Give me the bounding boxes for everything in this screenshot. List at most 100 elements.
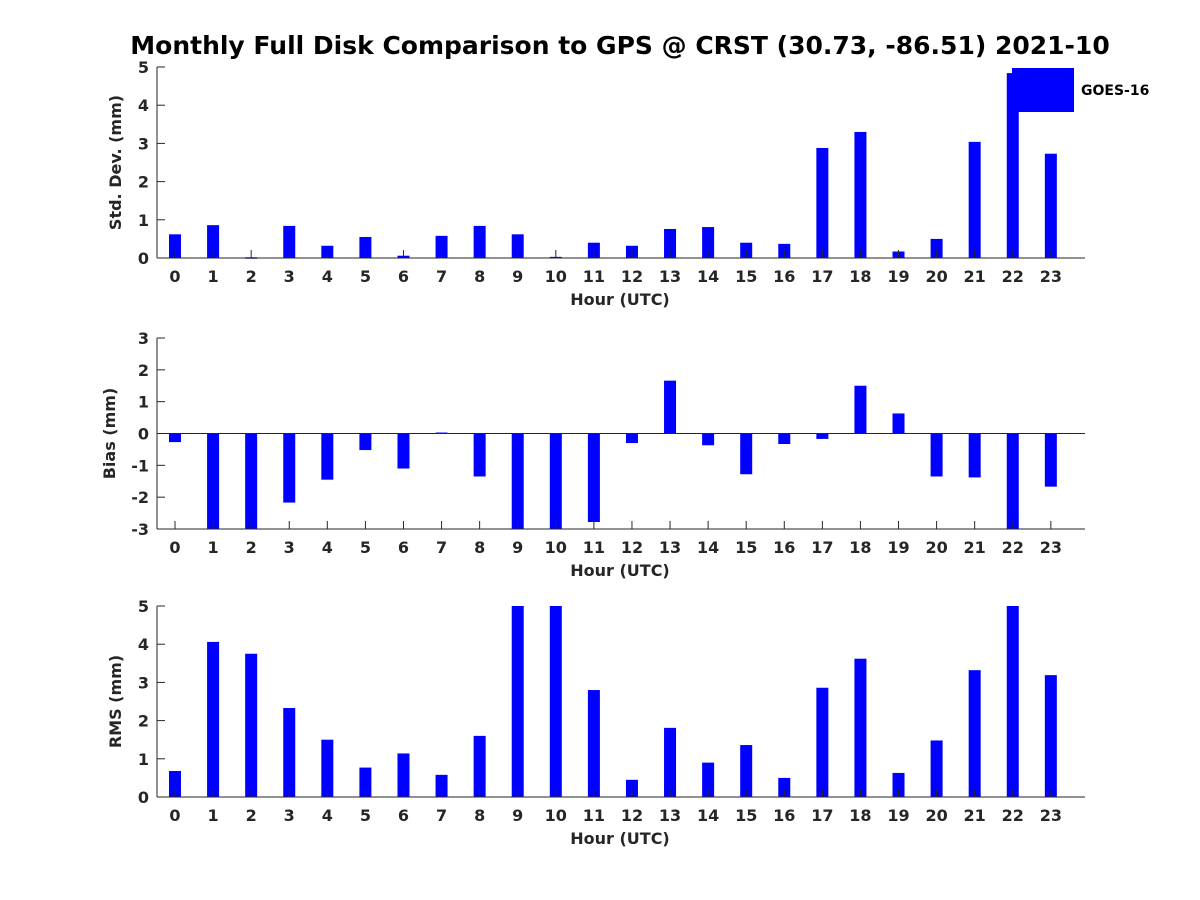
- y-tick-label: 3: [138, 673, 149, 692]
- x-tick-label: 22: [1002, 806, 1024, 825]
- x-tick-label: 0: [169, 538, 180, 557]
- bar-hour-16: [778, 433, 791, 445]
- x-tick-label: 21: [964, 806, 986, 825]
- bar-hour-2: [245, 433, 258, 529]
- x-tick-label: 3: [284, 806, 295, 825]
- x-tick-label: 10: [545, 267, 567, 286]
- x-tick-label: 18: [849, 538, 871, 557]
- y-tick-label: 0: [138, 249, 149, 268]
- x-tick-label: 9: [512, 806, 523, 825]
- bar-hour-14: [702, 762, 715, 797]
- bar-hour-10: [549, 606, 562, 797]
- x-tick-label: 8: [474, 538, 485, 557]
- x-tick-label: 10: [545, 538, 567, 557]
- y-tick-label: 1: [138, 750, 149, 769]
- x-tick-label: 20: [925, 806, 947, 825]
- x-tick-label: 23: [1040, 267, 1062, 286]
- y-tick-label: 2: [138, 361, 149, 380]
- bar-hour-23: [1044, 153, 1057, 258]
- x-tick-label: 7: [436, 538, 447, 557]
- y-tick-label: 3: [138, 134, 149, 153]
- bar-hour-10: [549, 433, 562, 529]
- x-tick-label: 23: [1040, 806, 1062, 825]
- x-tick-label: 22: [1002, 538, 1024, 557]
- y-tick-label: 4: [138, 96, 149, 115]
- bar-hour-1: [207, 641, 220, 797]
- bar-hour-6: [397, 433, 410, 469]
- bar-hour-4: [321, 739, 334, 797]
- bar-hour-7: [435, 235, 448, 258]
- bar-hour-22: [1006, 606, 1019, 797]
- x-tick-label: 14: [697, 806, 719, 825]
- bar-hour-22: [1006, 433, 1019, 529]
- x-tick-label: 11: [583, 267, 605, 286]
- x-tick-label: 19: [887, 538, 909, 557]
- legend-label: GOES-16: [1081, 83, 1149, 99]
- x-tick-label: 13: [659, 806, 681, 825]
- bar-hour-2: [245, 653, 258, 797]
- bar-hour-21: [968, 141, 981, 258]
- bar-hour-0: [169, 433, 181, 443]
- x-tick-label: 14: [697, 538, 719, 557]
- bar-hour-3: [283, 433, 296, 503]
- bar-hour-14: [702, 433, 715, 446]
- x-tick-label: 2: [246, 538, 257, 557]
- bar-hour-4: [321, 433, 334, 480]
- bar-hour-16: [778, 777, 791, 797]
- bar-hour-0: [169, 234, 181, 258]
- bar-hour-23: [1044, 675, 1057, 797]
- x-tick-label: 8: [474, 806, 485, 825]
- y-axis-label: Std. Dev. (mm): [106, 95, 125, 230]
- x-axis-label: Hour (UTC): [570, 561, 670, 580]
- x-tick-label: 5: [360, 538, 371, 557]
- x-tick-label: 18: [849, 267, 871, 286]
- x-tick-label: 2: [246, 267, 257, 286]
- y-tick-label: 2: [138, 712, 149, 731]
- x-tick-label: 5: [360, 267, 371, 286]
- bar-hour-14: [702, 227, 715, 258]
- x-tick-label: 20: [925, 538, 947, 557]
- x-tick-label: 20: [925, 267, 947, 286]
- bar-hour-15: [740, 433, 753, 475]
- y-tick-label: 0: [138, 425, 149, 444]
- x-tick-label: 19: [887, 267, 909, 286]
- x-tick-label: 22: [1002, 267, 1024, 286]
- bar-hour-21: [968, 433, 981, 478]
- y-tick-label: 0: [138, 788, 149, 807]
- y-tick-label: -2: [131, 488, 149, 507]
- x-tick-label: 17: [811, 806, 833, 825]
- x-axis-label: Hour (UTC): [570, 829, 670, 848]
- bar-hour-13: [664, 228, 677, 258]
- x-tick-label: 4: [322, 538, 333, 557]
- x-tick-label: 0: [169, 806, 180, 825]
- y-tick-label: 5: [138, 597, 149, 616]
- x-tick-label: 12: [621, 538, 643, 557]
- bar-hour-1: [207, 433, 220, 529]
- bar-hour-22: [1006, 73, 1019, 258]
- bar-hour-18: [854, 131, 867, 258]
- bar-hour-8: [473, 433, 486, 477]
- bar-hour-3: [283, 707, 296, 797]
- bar-hour-11: [587, 433, 600, 522]
- x-tick-label: 19: [887, 806, 909, 825]
- y-tick-label: 4: [138, 635, 149, 654]
- x-tick-label: 23: [1040, 538, 1062, 557]
- y-tick-label: 5: [138, 58, 149, 77]
- y-tick-label: 1: [138, 211, 149, 230]
- x-tick-label: 4: [322, 806, 333, 825]
- bar-hour-20: [930, 238, 943, 258]
- bar-hour-11: [587, 690, 600, 797]
- y-tick-label: -1: [131, 456, 149, 475]
- x-tick-label: 6: [398, 806, 409, 825]
- x-tick-label: 7: [436, 267, 447, 286]
- x-tick-label: 12: [621, 267, 643, 286]
- x-tick-label: 2: [246, 806, 257, 825]
- legend-swatch: [1012, 68, 1074, 112]
- bar-hour-19: [892, 772, 905, 797]
- x-tick-label: 1: [208, 806, 219, 825]
- x-tick-label: 1: [208, 538, 219, 557]
- bar-hour-13: [664, 380, 677, 434]
